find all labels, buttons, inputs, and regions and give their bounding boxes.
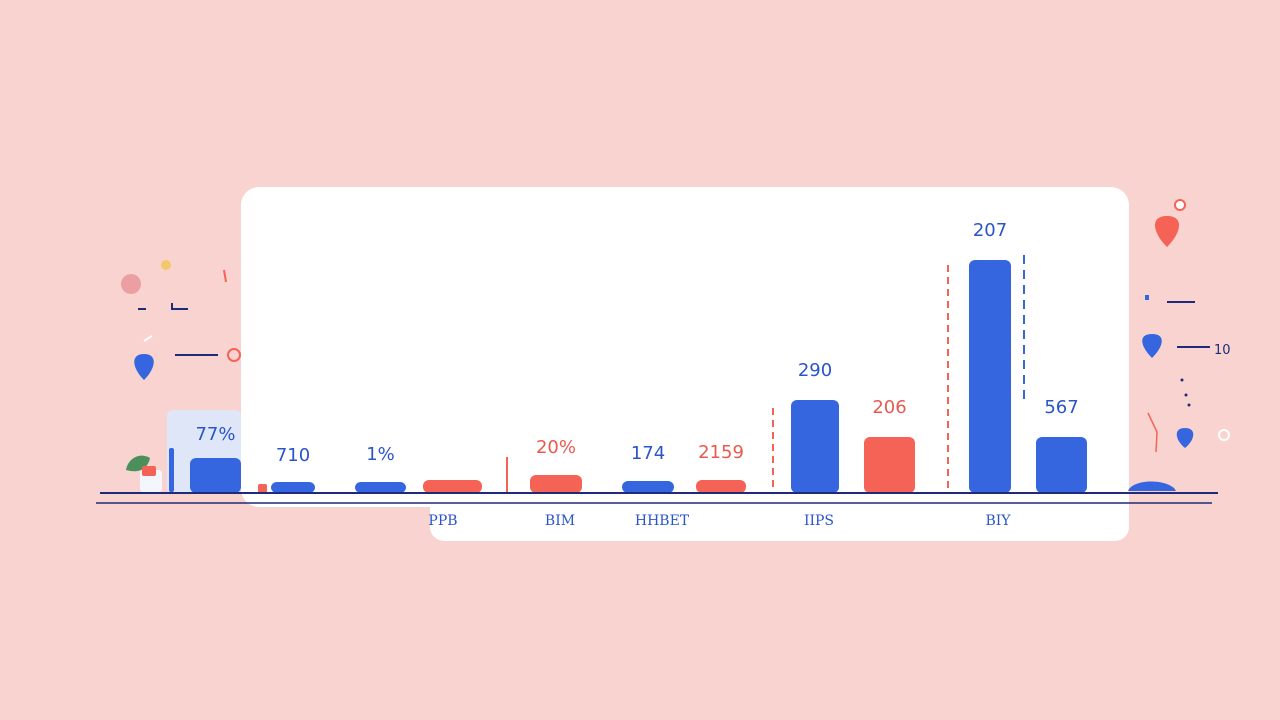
bar-value-label: 290 bbox=[798, 360, 832, 381]
chart-card-lower bbox=[430, 480, 1129, 541]
value-labels: 77% 710 1% 20% 174 2159 290 206 207 567 bbox=[195, 220, 1078, 466]
bar bbox=[696, 480, 746, 493]
left-decoration bbox=[121, 260, 241, 492]
dot-icon bbox=[1180, 378, 1184, 382]
location-pin-icon bbox=[1176, 428, 1194, 448]
dot-icon bbox=[121, 274, 141, 294]
location-pin-icon bbox=[1142, 334, 1162, 358]
bar-value-label: 77% bbox=[195, 424, 235, 445]
chart-card bbox=[241, 187, 1129, 507]
bar-value-label: 710 bbox=[276, 445, 310, 466]
category-label: IIPS bbox=[804, 513, 834, 529]
ring-icon bbox=[1218, 429, 1230, 441]
splash-icon bbox=[1128, 481, 1176, 491]
bar-value-label: 174 bbox=[631, 443, 665, 464]
dot-icon bbox=[161, 260, 171, 270]
bar bbox=[190, 458, 241, 493]
bar-series bbox=[190, 260, 1087, 493]
flower-icon bbox=[142, 466, 156, 476]
side-label: 10 bbox=[1214, 343, 1231, 358]
dot-icon bbox=[1145, 295, 1149, 300]
category-label: HHBET bbox=[635, 513, 690, 529]
bar bbox=[423, 480, 482, 493]
bar-value-label: 567 bbox=[1044, 397, 1078, 418]
bar bbox=[622, 481, 674, 493]
bar-value-label: 2159 bbox=[698, 442, 744, 463]
pole-icon bbox=[169, 448, 174, 492]
bar-value-label: 207 bbox=[973, 220, 1007, 241]
bar-accent bbox=[258, 484, 267, 493]
dash-icon bbox=[223, 269, 227, 283]
category-label: PPB bbox=[428, 513, 457, 529]
ring-icon bbox=[227, 348, 241, 362]
category-label: BIM bbox=[545, 513, 575, 529]
category-label: BIY bbox=[985, 513, 1011, 529]
bar bbox=[864, 437, 915, 493]
bar-value-label: 206 bbox=[872, 397, 906, 418]
bar-value-label: 1% bbox=[366, 444, 395, 465]
bar bbox=[530, 475, 582, 493]
dash-icon bbox=[138, 303, 188, 310]
dot-icon bbox=[1184, 393, 1188, 397]
guide-lines bbox=[506, 255, 1025, 492]
bar bbox=[1036, 437, 1087, 493]
right-decoration: 10 bbox=[1128, 199, 1231, 491]
bar bbox=[271, 482, 315, 493]
bar bbox=[969, 260, 1011, 493]
bar-value-label: 20% bbox=[536, 437, 576, 458]
location-pin-icon bbox=[134, 354, 154, 380]
bar bbox=[791, 400, 839, 493]
bar bbox=[355, 482, 406, 493]
dot-icon bbox=[1187, 403, 1191, 407]
dash-icon bbox=[1147, 412, 1158, 453]
dash-icon bbox=[143, 335, 153, 342]
ring-icon bbox=[1174, 199, 1186, 211]
location-pin-icon bbox=[1154, 216, 1180, 247]
category-labels: PPB BIM HHBET IIPS BIY bbox=[428, 513, 1011, 529]
